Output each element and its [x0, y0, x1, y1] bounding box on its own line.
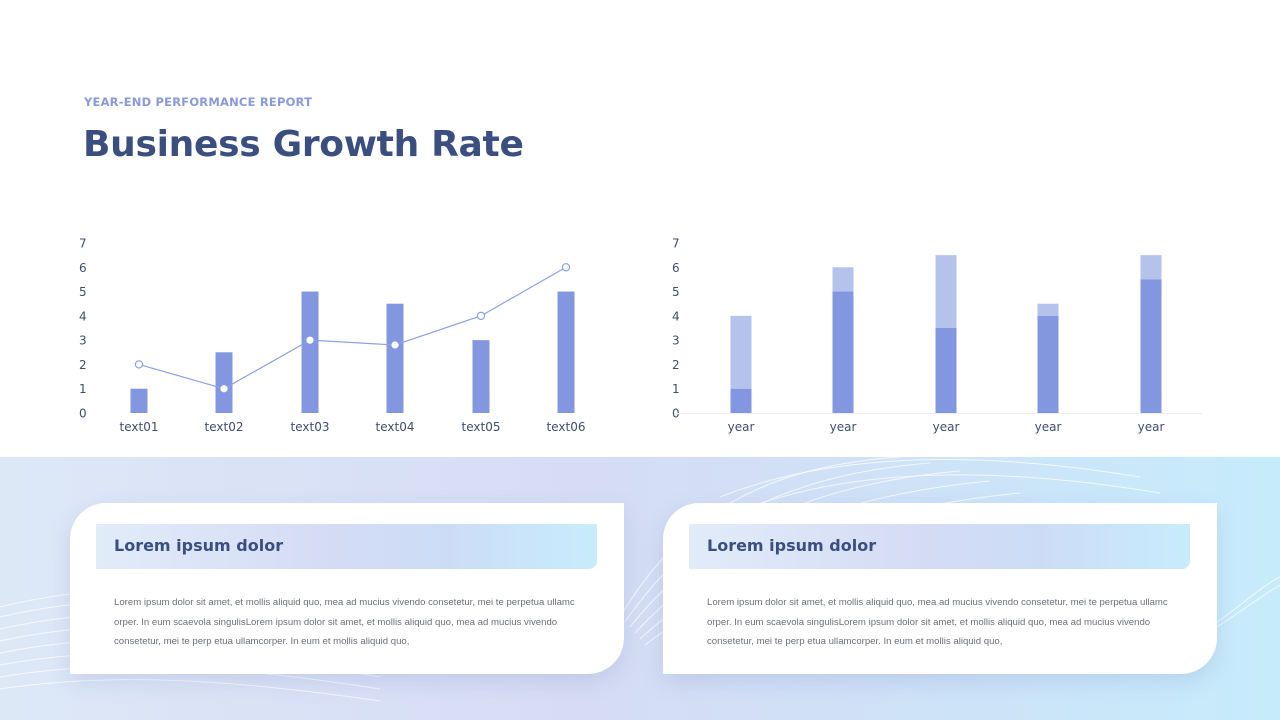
y-tick-label: 6: [672, 261, 680, 275]
y-tick-label: 2: [79, 358, 87, 372]
line-marker: [476, 311, 486, 321]
y-tick-label: 5: [672, 285, 680, 299]
page-title: Business Growth Rate: [83, 124, 524, 165]
bar-segment-top: [832, 267, 854, 292]
combo-chart-svg: 0 1 2 3 4 5 6 7 text01 text02 text03 text04 text05 te…: [79, 237, 586, 435]
y-tick-label: 3: [672, 334, 680, 348]
trend-line: [138, 266, 567, 390]
bar-segment-top: [935, 255, 957, 328]
x-tick-label: text04: [376, 420, 415, 434]
x-tick-label: text02: [205, 420, 244, 434]
bar-segment-base: [730, 388, 752, 413]
card-title-2: Lorem ipsum dolor: [707, 536, 877, 555]
line-marker: [220, 385, 228, 393]
line-marker: [134, 360, 144, 369]
x-tick-label: text06: [547, 420, 586, 434]
y-tick-label: 4: [672, 309, 680, 323]
report-subtitle: YEAR-END PERFORMANCE REPORT: [84, 95, 313, 109]
card-header-1: Lorem ipsum dolor: [96, 524, 597, 569]
bar-segment-top: [1037, 303, 1059, 316]
bar-segment-base: [1037, 315, 1059, 413]
y-tick-label: 2: [672, 358, 680, 372]
bar-segment-base: [832, 291, 854, 413]
info-card-2: Lorem ipsum dolor Lorem ipsum dolor sit …: [663, 503, 1217, 674]
bar-segment-top: [730, 315, 752, 389]
y-tick-label: 6: [79, 261, 87, 275]
bar-segment-base: [1140, 279, 1162, 413]
bar-segment-top: [1140, 255, 1162, 280]
line-marker: [306, 336, 314, 344]
y-tick-label: 3: [79, 334, 87, 348]
bar: [557, 291, 575, 413]
card-title-1: Lorem ipsum dolor: [114, 536, 284, 555]
combo-chart: 0 1 2 3 4 5 6 7 text01 text02 text03 text04 text05 te…: [0, 0, 640, 450]
card-body-1: Lorem ipsum dolor sit amet, et mollis al…: [114, 597, 575, 648]
bar: [301, 291, 319, 413]
bar: [386, 303, 404, 413]
x-tick-label: year: [933, 420, 960, 434]
y-tick-label: 5: [79, 285, 87, 299]
stacked-bar-chart: 0 1 2 3 4 5 6 7 year year year year year: [640, 0, 1280, 450]
line-marker: [561, 263, 571, 272]
y-tick-label: 1: [672, 382, 680, 396]
x-tick-label: text01: [120, 420, 159, 434]
x-tick-label: year: [1138, 420, 1165, 434]
y-tick-label: 1: [79, 382, 87, 396]
line-marker: [391, 341, 399, 349]
x-tick-label: year: [1035, 420, 1062, 434]
bar-segment-base: [935, 328, 957, 413]
x-tick-label: text05: [462, 420, 501, 434]
card-body-2: Lorem ipsum dolor sit amet, et mollis al…: [707, 597, 1168, 648]
x-tick-label: year: [830, 420, 857, 434]
bar: [130, 388, 148, 413]
y-tick-label: 0: [79, 407, 87, 421]
y-tick-label: 4: [79, 309, 87, 323]
card-header-2: Lorem ipsum dolor: [689, 524, 1190, 569]
bar: [215, 352, 233, 413]
y-tick-label: 7: [672, 237, 680, 251]
info-card-1: Lorem ipsum dolor Lorem ipsum dolor sit …: [70, 503, 624, 674]
x-tick-label: text03: [291, 420, 330, 434]
x-tick-label: year: [728, 420, 755, 434]
y-tick-label: 7: [79, 237, 87, 251]
bar: [472, 340, 490, 413]
